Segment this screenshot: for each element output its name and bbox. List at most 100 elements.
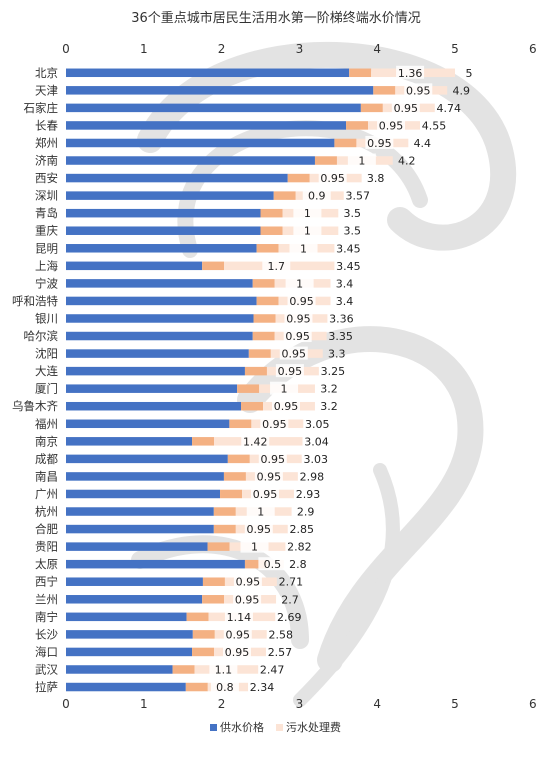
bar-sewage-青岛 (260, 208, 283, 218)
category-label: 西安 (35, 171, 58, 185)
bar-row: 西安 0.95 3.8 (35, 171, 384, 185)
total-label: 4.9 (452, 84, 470, 97)
sewage-label: 0.5 (264, 558, 282, 571)
total-label: 2.8 (289, 558, 307, 571)
category-label: 南宁 (35, 610, 58, 624)
bar-sewage-西安 (287, 173, 310, 183)
bar-row: 海口 0.95 2.57 (35, 644, 292, 659)
bar-row: 长春 0.95 4.55 (35, 118, 446, 132)
category-label: 昆明 (35, 241, 58, 255)
category-label: 天津 (35, 83, 58, 97)
sewage-label-bg (275, 364, 304, 378)
bar-supply-上海 (66, 261, 203, 271)
category-label: 兰州 (35, 592, 58, 606)
bar-row: 南宁 1.14 2.69 (35, 609, 302, 624)
sewage-label: 1.1 (215, 663, 233, 676)
bar-sewage-哈尔滨 (252, 331, 275, 341)
legend-swatch-supply (210, 724, 217, 731)
bar-supply-南京 (66, 437, 193, 446)
sewage-label: 1 (251, 541, 258, 554)
x-tick-top-2: 2 (218, 42, 226, 56)
sewage-label-bg (258, 451, 287, 465)
sewage-label-bg (377, 118, 406, 132)
sewage-label-bg (250, 486, 279, 500)
bar-row: 拉萨 0.8 2.34 (35, 680, 274, 694)
total-label: 4.74 (437, 102, 462, 115)
bar-supply-宁波 (66, 279, 253, 288)
category-label: 厦门 (35, 382, 58, 396)
x-tick-top-6: 6 (529, 42, 537, 56)
sewage-label: 1 (300, 242, 307, 255)
bar-sewage-石家庄 (360, 103, 383, 113)
sewage-label: 0.95 (289, 295, 314, 308)
bar-row: 上海 1.7 3.45 (35, 258, 361, 273)
bar-supply-济南 (66, 156, 315, 165)
category-label: 郑州 (35, 136, 58, 150)
category-label: 宁波 (35, 276, 58, 290)
sewage-label-bg (285, 276, 314, 290)
sewage-label: 1 (304, 225, 311, 238)
x-tick-bottom-6: 6 (529, 697, 537, 711)
total-label: 3.4 (336, 277, 354, 290)
bar-supply-南宁 (66, 612, 187, 622)
bar-supply-杭州 (66, 507, 214, 516)
sewage-label: 1 (296, 277, 303, 290)
sewage-label: 1 (257, 506, 264, 519)
sewage-label-bg (283, 329, 312, 343)
sewage-label: 0.95 (262, 418, 287, 431)
bar-sewage-重庆 (260, 226, 283, 235)
x-tick-bottom-5: 5 (451, 697, 459, 711)
sewage-label-bg (254, 469, 283, 483)
category-label: 石家庄 (24, 101, 59, 115)
bar-sewage-昆明 (256, 244, 279, 253)
total-label: 3.4 (336, 295, 354, 308)
bar-sewage-深圳 (273, 191, 296, 200)
category-label: 福州 (35, 417, 58, 431)
bar-row: 重庆 1 3.5 (35, 223, 361, 238)
category-label: 西宁 (35, 575, 58, 589)
sewage-label-bg (222, 644, 251, 658)
category-label: 拉萨 (35, 680, 58, 694)
total-label: 2.93 (296, 488, 321, 501)
sewage-label: 1.7 (268, 260, 286, 273)
bar-sewage-杭州 (213, 507, 236, 516)
bar-row: 南京 1.42 3.04 (35, 434, 329, 448)
sewage-label: 0.8 (216, 681, 234, 694)
x-tick-bottom-1: 1 (140, 697, 148, 711)
sewage-label-bg (244, 522, 273, 536)
bar-row: 济南 1 4.2 (35, 153, 416, 168)
category-label: 青岛 (35, 206, 58, 220)
category-label: 济南 (35, 154, 58, 168)
total-label: 2.82 (287, 541, 312, 554)
sewage-label: 1.14 (227, 611, 252, 624)
bar-sewage-南京 (192, 437, 215, 446)
bar-sewage-天津 (373, 86, 396, 95)
bar-supply-广州 (66, 489, 221, 499)
bar-row: 南昌 0.95 2.98 (35, 469, 324, 483)
total-label: 4.55 (422, 119, 447, 132)
bar-supply-银川 (66, 314, 254, 323)
total-label: 3.05 (305, 418, 330, 431)
bar-sewage-福州 (229, 419, 252, 429)
x-tick-bottom-2: 2 (218, 697, 226, 711)
category-label: 银川 (35, 311, 58, 325)
legend-label-sewage: 污水处理费 (286, 721, 341, 734)
bar-supply-福州 (66, 419, 230, 429)
category-label: 南昌 (35, 469, 58, 483)
sewage-label-bg (289, 241, 318, 255)
sewage-label: 0.95 (406, 84, 431, 97)
sewage-label-bg (287, 293, 316, 307)
bar-supply-拉萨 (66, 682, 186, 692)
category-label: 深圳 (35, 189, 58, 203)
bar-sewage-南宁 (186, 612, 209, 622)
legend-swatch-sewage (276, 724, 283, 731)
total-label: 3.03 (303, 453, 328, 466)
sewage-label: 1.42 (243, 435, 268, 448)
category-label: 南京 (35, 434, 58, 448)
sewage-label-bg (262, 258, 291, 272)
bar-sewage-海口 (192, 647, 215, 657)
bar-sewage-厦门 (237, 384, 260, 393)
bar-supply-天津 (66, 86, 374, 95)
